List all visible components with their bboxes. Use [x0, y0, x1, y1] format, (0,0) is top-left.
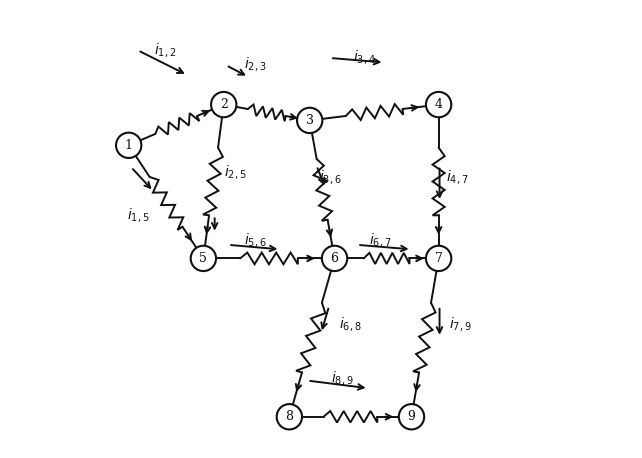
Text: $i_{1,2}$: $i_{1,2}$ — [154, 41, 176, 59]
Text: 2: 2 — [220, 98, 228, 111]
Circle shape — [191, 246, 216, 271]
Circle shape — [211, 92, 236, 117]
Text: $i_{3,4}$: $i_{3,4}$ — [352, 48, 376, 66]
Text: 6: 6 — [331, 252, 338, 265]
Text: $i_{2,5}$: $i_{2,5}$ — [224, 164, 247, 181]
Text: 1: 1 — [125, 139, 133, 152]
Circle shape — [426, 246, 451, 271]
Circle shape — [116, 133, 141, 158]
Text: $i_{3,6}$: $i_{3,6}$ — [319, 168, 342, 186]
Text: $i_{8,9}$: $i_{8,9}$ — [331, 369, 354, 387]
Text: 7: 7 — [435, 252, 442, 265]
Circle shape — [277, 404, 302, 430]
Circle shape — [322, 246, 347, 271]
Text: 3: 3 — [306, 114, 314, 127]
Text: $i_{2,3}$: $i_{2,3}$ — [244, 55, 266, 73]
Text: 5: 5 — [200, 252, 207, 265]
Text: $i_{6,8}$: $i_{6,8}$ — [339, 315, 361, 333]
Text: $i_{5,6}$: $i_{5,6}$ — [244, 231, 266, 249]
Circle shape — [399, 404, 424, 430]
Text: $i_{4,7}$: $i_{4,7}$ — [446, 168, 468, 186]
Text: 4: 4 — [435, 98, 442, 111]
Text: $i_{1,5}$: $i_{1,5}$ — [126, 207, 149, 224]
Text: 9: 9 — [408, 410, 415, 423]
Text: $i_{6,7}$: $i_{6,7}$ — [369, 231, 391, 249]
Text: 8: 8 — [285, 410, 293, 423]
Circle shape — [297, 108, 322, 133]
Text: $i_{7,9}$: $i_{7,9}$ — [449, 315, 472, 333]
Circle shape — [426, 92, 451, 117]
